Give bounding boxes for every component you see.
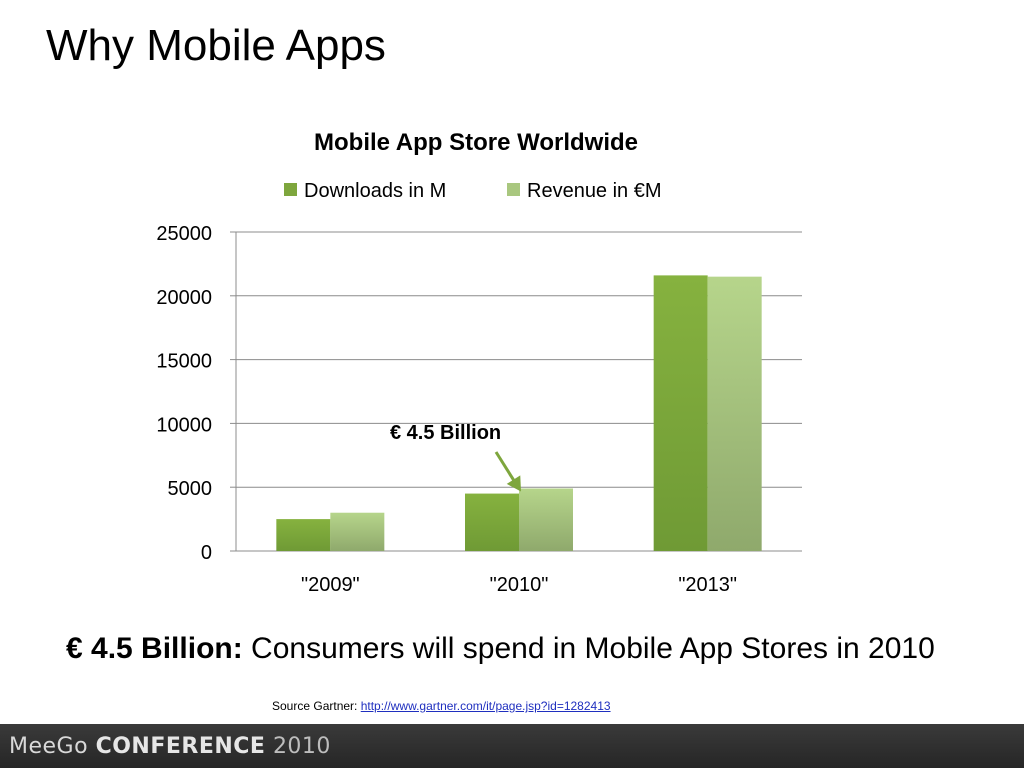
x-tick-label: "2009" [301,574,360,596]
y-tick-label: 0 [201,542,212,564]
legend-swatch-0 [284,183,297,196]
bar-revenue-1 [519,488,573,551]
bar-chart: Mobile App Store Worldwide Downloads in … [156,129,802,596]
x-tick-label: "2010" [490,574,549,596]
y-tick-label: 10000 [156,414,212,436]
bar-downloads-2 [653,275,708,551]
x-axis: "2009" "2010" "2013" [301,574,737,596]
x-tick-label: "2013" [678,574,737,596]
chart-title: Mobile App Store Worldwide [314,129,638,156]
bar-revenue-2 [707,276,762,551]
source-note: Source Gartner: http://www.gartner.com/i… [272,697,611,715]
annotation-arrow-head [506,475,521,492]
legend-label-1: Revenue in €M [527,180,662,202]
footer-bar: MeeGo CONFERENCE 2010 [0,724,1024,768]
chart-annotation: € 4.5 Billion [390,422,521,492]
bar-revenue-0 [330,512,385,551]
source-link[interactable]: http://www.gartner.com/it/page.jsp?id=12… [360,699,611,713]
headline-bold: € 4.5 Billion: [66,632,243,665]
y-tick-label: 20000 [156,287,212,309]
chart-bars [276,275,762,551]
logo-meego: MeeGo [9,734,89,759]
annotation-label: € 4.5 Billion [390,422,501,444]
y-tick-label: 5000 [168,478,213,500]
logo-conference: CONFERENCE [95,734,266,759]
bar-downloads-1 [465,493,519,551]
logo-year: 2010 [272,734,331,759]
bar-downloads-0 [276,519,331,551]
y-tick-label: 15000 [156,351,212,373]
legend-label-0: Downloads in M [304,180,446,202]
slide-title: Why Mobile Apps [46,21,386,70]
conference-logo: MeeGo CONFERENCE 2010 [9,734,331,760]
chart-legend: Downloads in M Revenue in €M [284,180,662,202]
headline: € 4.5 Billion: Consumers will spend in M… [66,627,935,671]
y-axis: 0 5000 10000 15000 20000 25000 [156,223,237,564]
y-tick-label: 25000 [156,223,212,245]
source-label: Source Gartner: [272,699,361,713]
headline-rest: Consumers will spend in Mobile App Store… [242,632,935,665]
legend-swatch-1 [507,183,520,196]
